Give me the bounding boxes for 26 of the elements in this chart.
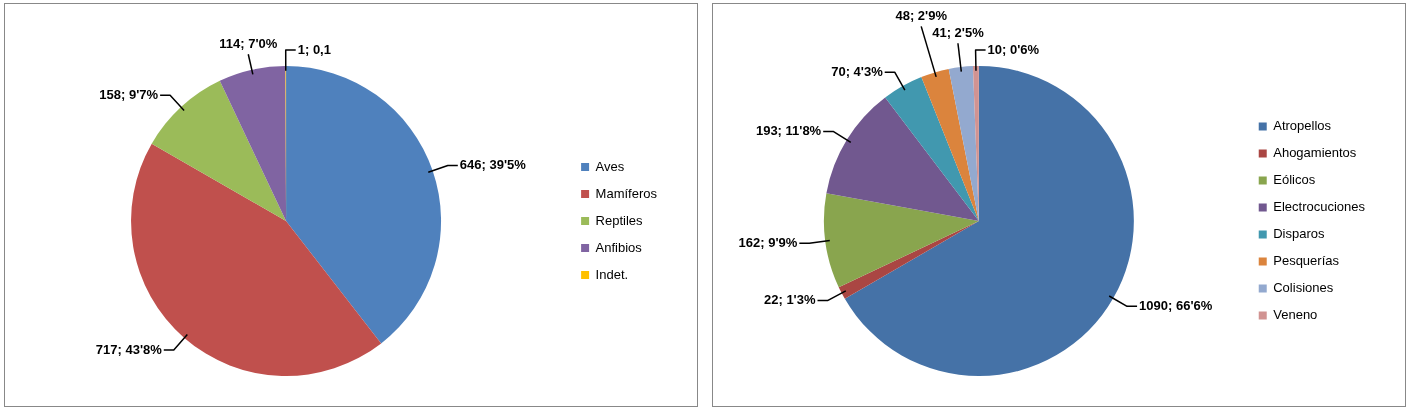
data-label: 646; 39'5% — [459, 157, 527, 173]
legend-label: Atropellos — [1273, 118, 1332, 134]
data-label: 158; 9'7% — [99, 86, 159, 102]
data-label: 41; 2'5% — [932, 24, 985, 40]
data-label: 10; 0'6% — [987, 41, 1040, 57]
legend-label: Veneno — [1273, 307, 1318, 323]
data-label: 48; 2'9% — [895, 7, 948, 23]
data-label: 1090; 66'6% — [1139, 297, 1213, 313]
data-label: 1; 0,1 — [297, 41, 331, 57]
legend-label: Disparos — [1273, 226, 1326, 242]
legend-label: Reptiles — [595, 212, 644, 228]
data-label: 717; 43'8% — [95, 341, 163, 357]
legend-label: Pesquerías — [1273, 253, 1340, 269]
legend-label: Aves — [595, 158, 625, 174]
data-label: 193; 11'8% — [755, 123, 822, 139]
legend-label: Colisiones — [1273, 280, 1334, 296]
legend-label: Eólicos — [1273, 172, 1316, 188]
legend-label: Ahogamientos — [1273, 145, 1357, 161]
legend-label: Electrocuciones — [1273, 199, 1366, 215]
legend-label: Mamíferos — [595, 185, 658, 201]
legend-label: Indet. — [595, 266, 629, 282]
data-label: 70; 4'3% — [831, 63, 884, 79]
data-label: 162; 9'9% — [738, 234, 798, 250]
legend-label: Anfibios — [595, 239, 643, 255]
data-label: 22; 1'3% — [763, 292, 816, 308]
data-label: 114; 7'0% — [219, 35, 278, 51]
